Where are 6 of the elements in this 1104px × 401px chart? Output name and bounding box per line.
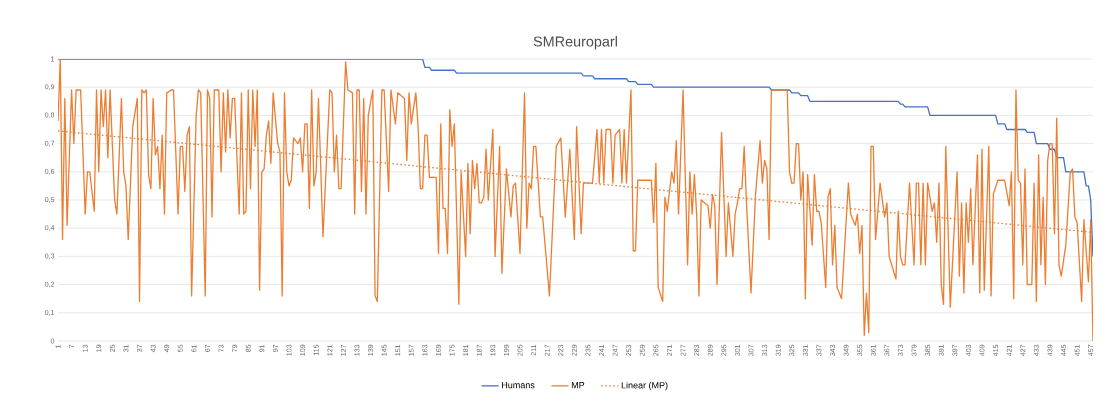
line-series	[58, 58, 1093, 341]
chart-title: SMReuroparl	[533, 36, 617, 50]
line-series	[58, 58, 1093, 258]
legend-label: Humans	[502, 382, 535, 389]
legend-label: MP	[571, 382, 585, 389]
legend-label: Linear (MP)	[621, 381, 668, 391]
